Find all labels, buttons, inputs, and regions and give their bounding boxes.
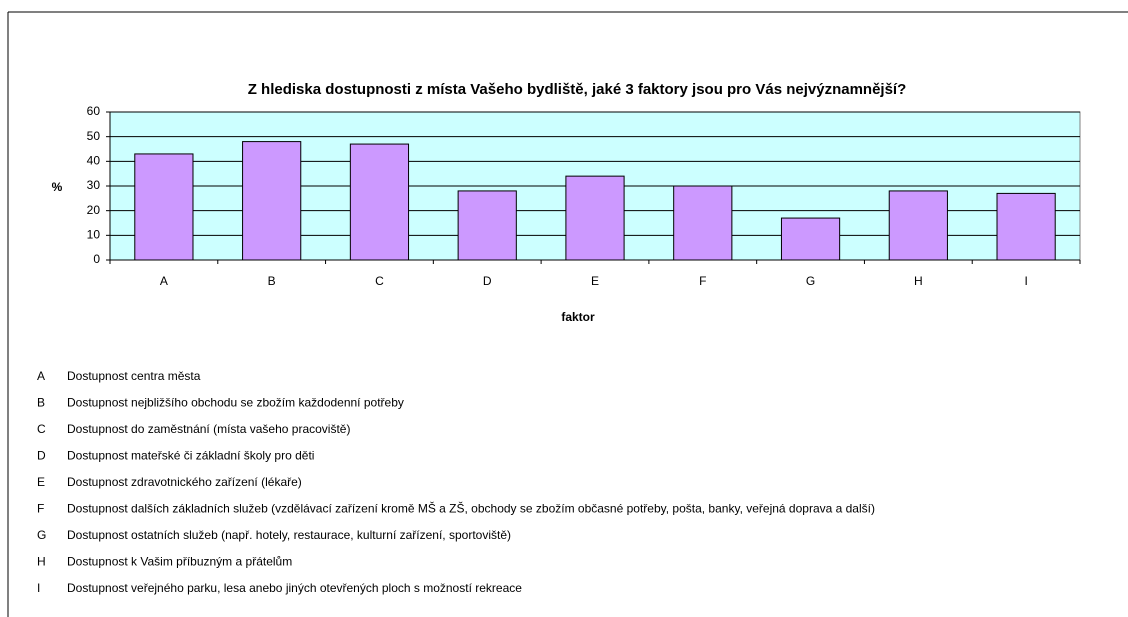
y-tick-label: 30 xyxy=(87,178,101,192)
y-tick-label: 40 xyxy=(87,154,101,168)
x-tick-label: F xyxy=(699,274,706,288)
key-text: Dostupnost centra města xyxy=(67,369,201,383)
y-tick-label: 10 xyxy=(87,228,101,242)
bar xyxy=(996,192,1056,261)
key-code: G xyxy=(37,528,46,542)
key-code: C xyxy=(37,422,46,436)
y-tick-label: 60 xyxy=(87,104,101,118)
x-tick-label: I xyxy=(1024,274,1027,288)
x-tick-label: E xyxy=(591,274,599,288)
key-code: D xyxy=(37,449,46,463)
y-axis-label: % xyxy=(52,180,63,194)
key-code: I xyxy=(37,581,40,595)
y-tick-label: 0 xyxy=(93,252,100,266)
key-code: A xyxy=(37,369,45,383)
key-text: Dostupnost k Vašim příbuzným a přátelům xyxy=(67,555,292,569)
key-text: Dostupnost veřejného parku, lesa anebo j… xyxy=(67,581,522,595)
bar xyxy=(888,190,948,261)
bar xyxy=(457,190,517,261)
key-code: B xyxy=(37,396,45,410)
bar xyxy=(673,185,733,261)
key-text: Dostupnost nejbližšího obchodu se zbožím… xyxy=(67,396,404,410)
bar xyxy=(349,143,410,261)
x-axis-label: faktor xyxy=(561,310,595,324)
bar xyxy=(780,217,841,261)
bar xyxy=(565,175,625,261)
key-text: Dostupnost zdravotnického zařízení (léka… xyxy=(67,475,302,489)
x-tick-label: B xyxy=(268,274,276,288)
key-code: E xyxy=(37,475,45,489)
key-code: H xyxy=(37,555,46,569)
x-tick-label: C xyxy=(375,274,384,288)
x-tick-label: A xyxy=(160,274,168,288)
y-tick-label: 20 xyxy=(87,203,101,217)
key-text: Dostupnost ostatních služeb (např. hotel… xyxy=(67,528,511,542)
x-tick-label: D xyxy=(483,274,492,288)
chart-title: Z hlediska dostupnosti z místa Vašeho by… xyxy=(248,81,907,98)
x-tick-label: H xyxy=(914,274,923,288)
x-tick-label: G xyxy=(806,274,815,288)
bar xyxy=(134,153,194,261)
key-code: F xyxy=(37,502,44,516)
key-text: Dostupnost dalších základních služeb (vz… xyxy=(67,501,875,516)
y-tick-label: 50 xyxy=(87,129,101,143)
key-text: Dostupnost mateřské či základní školy pr… xyxy=(67,449,314,463)
bar xyxy=(242,141,302,261)
key-text: Dostupnost do zaměstnání (místa vašeho p… xyxy=(67,422,350,436)
